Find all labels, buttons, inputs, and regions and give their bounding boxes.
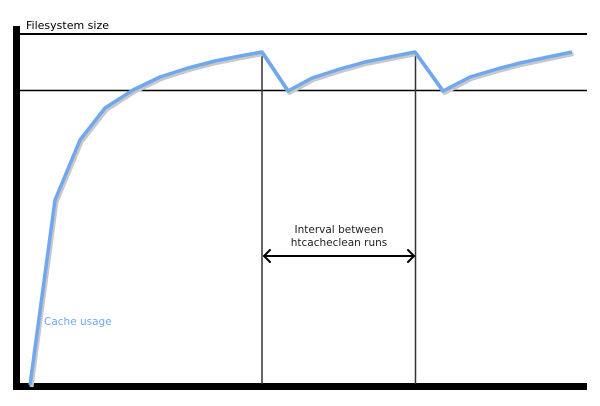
y-axis — [13, 26, 20, 390]
y-axis-label: Filesystem size — [26, 19, 109, 32]
interval-label-line2: htcacheclean runs — [291, 237, 388, 249]
cache-usage-curve — [28, 50, 573, 386]
interval-double-arrow — [262, 249, 416, 263]
x-axis — [13, 383, 587, 390]
curve-label: Cache usage — [44, 316, 112, 328]
cache-usage-curve-shadow — [29, 52, 574, 388]
interval-label-line1: Interval between — [295, 224, 384, 236]
